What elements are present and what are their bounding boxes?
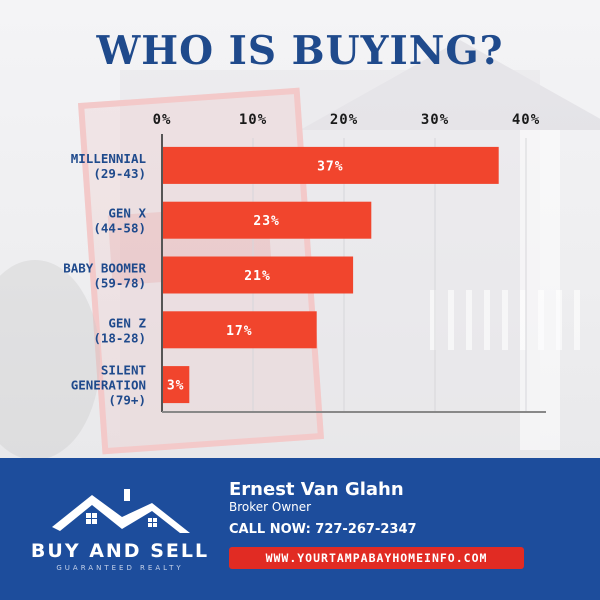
brand-name: BUY AND SELL bbox=[30, 540, 210, 562]
phone-number[interactable]: CALL NOW: 727-267-2347 bbox=[229, 522, 417, 537]
data-label: 3% bbox=[167, 379, 185, 394]
category-label: (29-43) bbox=[93, 166, 146, 181]
page-title: WHO IS BUYING? bbox=[96, 28, 504, 74]
category-label: (18-28) bbox=[93, 330, 146, 345]
bar bbox=[162, 146, 499, 184]
bar bbox=[162, 256, 354, 294]
tick-label: 0% bbox=[153, 112, 172, 128]
agent-role: Broker Owner bbox=[229, 500, 312, 514]
bar bbox=[162, 311, 317, 349]
footer-band bbox=[0, 458, 600, 600]
bar bbox=[162, 366, 190, 404]
bar-chart: 0% 10% 20% 30% 40% 37% 23% 21% 17% 3% MILLENNIAL… bbox=[63, 112, 546, 413]
bar bbox=[162, 201, 372, 239]
category-label: (79+) bbox=[108, 393, 146, 408]
website-link[interactable]: WWW.YOURTAMPABAYHOMEINFO.COM bbox=[229, 547, 524, 569]
company-logo: BUY AND SELL GUARANTEED REALTY bbox=[30, 485, 210, 585]
chart-ticks: 0% 10% 20% 30% 40% bbox=[153, 112, 540, 128]
data-label: 23% bbox=[253, 214, 279, 229]
chart-categories: MILLENNIAL(29-43) GEN X(44-58) BABY BOOMER… bbox=[63, 151, 146, 408]
tick-label: 20% bbox=[330, 112, 358, 128]
tick-label: 40% bbox=[512, 112, 540, 128]
background-photo bbox=[0, 0, 600, 458]
category-label: GEN X bbox=[108, 206, 146, 221]
house-roof-icon bbox=[52, 489, 190, 533]
category-label: (44-58) bbox=[93, 221, 146, 236]
category-label: SILENT bbox=[101, 363, 146, 378]
tick-label: 30% bbox=[421, 112, 449, 128]
data-label: 17% bbox=[226, 324, 252, 339]
tree-shape bbox=[0, 260, 100, 458]
brand-tagline: GUARANTEED REALTY bbox=[56, 564, 184, 572]
porch-railing bbox=[430, 290, 590, 350]
category-label: MILLENNIAL bbox=[71, 151, 147, 166]
category-label: (59-78) bbox=[93, 276, 146, 291]
data-label: 37% bbox=[317, 159, 343, 174]
category-label: GEN Z bbox=[108, 315, 146, 330]
category-label: BABY BOOMER bbox=[63, 261, 146, 276]
category-label: GENERATION bbox=[71, 378, 146, 393]
chart-bars: 37% 23% 21% 17% 3% bbox=[162, 146, 499, 404]
agent-name: Ernest Van Glahn bbox=[229, 479, 404, 500]
tick-label: 10% bbox=[239, 112, 267, 128]
data-label: 21% bbox=[244, 269, 270, 284]
